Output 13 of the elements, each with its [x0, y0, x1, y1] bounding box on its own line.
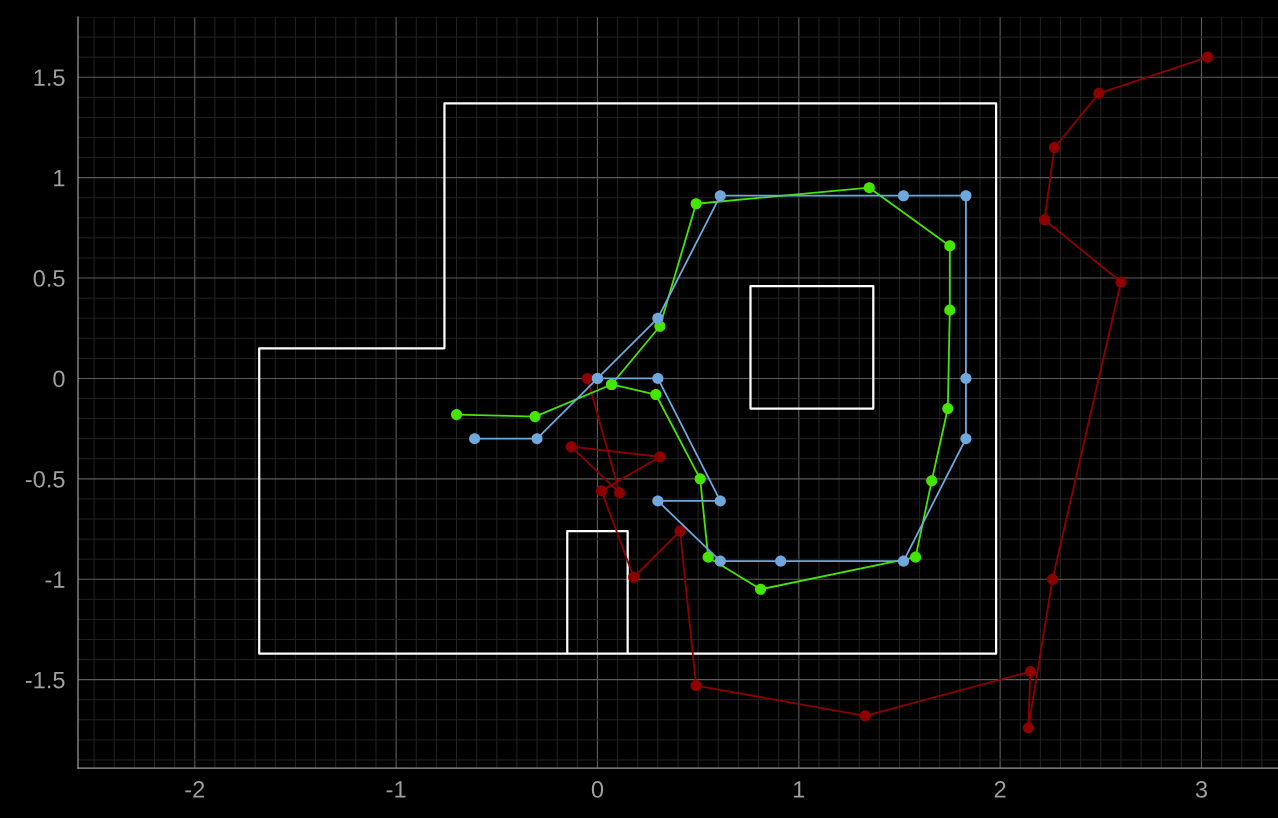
x-tick-label: 3 — [1195, 781, 1208, 798]
x-tick-label: -2 — [185, 781, 205, 798]
y-tick-label: 1.5 — [34, 69, 65, 87]
y-tick-label: 0.5 — [33, 270, 65, 287]
x-tick-label: -1 — [386, 781, 406, 798]
y-tick-label: -1.5 — [25, 671, 65, 689]
y-tick-label: 0 — [53, 370, 65, 388]
x-tick-label: 2 — [994, 781, 1006, 798]
x-tick-label: 0 — [591, 781, 604, 798]
y-tick-label: -1 — [45, 571, 65, 588]
y-tick-label: 1 — [54, 169, 65, 187]
y-tick-label: -0.5 — [25, 470, 65, 488]
x-tick-label: 1 — [794, 781, 805, 798]
